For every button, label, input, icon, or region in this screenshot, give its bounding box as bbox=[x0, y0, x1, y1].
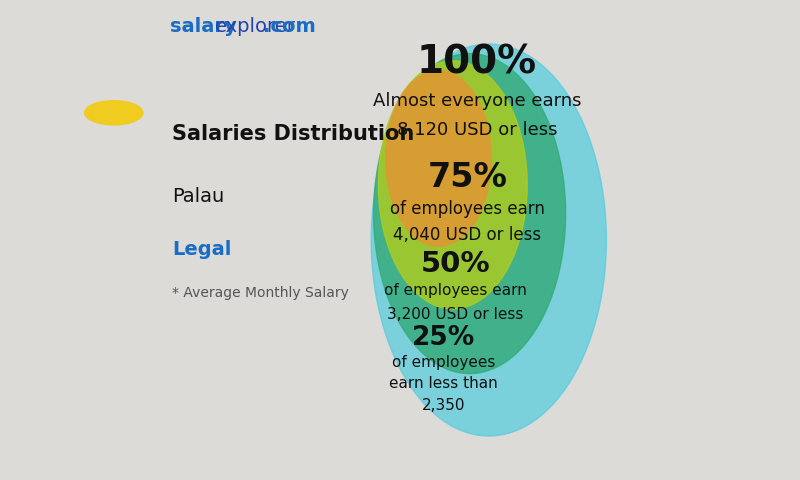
Text: Almost everyone earns: Almost everyone earns bbox=[373, 92, 581, 110]
Text: 3,200 USD or less: 3,200 USD or less bbox=[387, 307, 523, 322]
Text: 8,120 USD or less: 8,120 USD or less bbox=[397, 120, 557, 139]
Circle shape bbox=[85, 101, 143, 125]
Polygon shape bbox=[378, 61, 527, 309]
Text: 50%: 50% bbox=[420, 250, 490, 278]
Text: earn less than: earn less than bbox=[389, 376, 498, 392]
Text: 2,350: 2,350 bbox=[422, 398, 465, 413]
Text: salary: salary bbox=[170, 17, 236, 36]
Polygon shape bbox=[371, 44, 606, 436]
Text: 100%: 100% bbox=[417, 43, 537, 82]
Text: of employees earn: of employees earn bbox=[390, 200, 545, 218]
Text: 25%: 25% bbox=[411, 325, 475, 351]
Polygon shape bbox=[386, 71, 491, 246]
Text: .com: .com bbox=[263, 17, 316, 36]
Text: of employees: of employees bbox=[391, 355, 495, 370]
Text: Legal: Legal bbox=[172, 240, 231, 259]
Text: * Average Monthly Salary: * Average Monthly Salary bbox=[172, 286, 349, 300]
Text: of employees earn: of employees earn bbox=[384, 283, 526, 298]
Text: explorer: explorer bbox=[215, 17, 296, 36]
Text: 75%: 75% bbox=[427, 161, 507, 194]
Text: Palau: Palau bbox=[172, 187, 224, 206]
Polygon shape bbox=[374, 54, 566, 373]
Text: 4,040 USD or less: 4,040 USD or less bbox=[393, 226, 542, 244]
Text: Salaries Distribution: Salaries Distribution bbox=[172, 124, 414, 144]
